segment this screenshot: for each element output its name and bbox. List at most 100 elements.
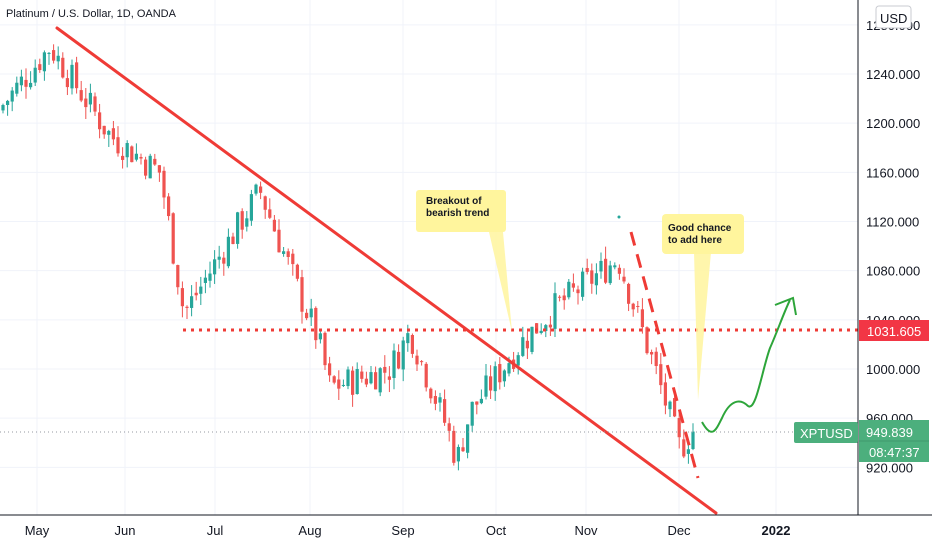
time-tick-label: Aug [298,523,321,538]
bearish-trendline[interactable] [55,26,718,515]
candle-body [286,251,290,258]
candle-body [360,371,364,379]
candle-body [599,260,603,272]
candle-body [199,286,203,294]
candle-body [1,105,5,111]
candle-body [516,355,520,366]
candle-body [277,229,281,253]
candle-body [631,303,635,310]
candle-body [79,90,83,101]
candle-body [567,281,571,298]
callout-breakout[interactable]: Breakout of bearish trend [416,190,512,332]
candle-body [691,431,695,450]
candle-body [130,146,134,163]
candle-body [663,382,667,406]
candle-body [254,184,258,194]
candle-body [236,212,240,244]
candle-body [673,398,677,417]
candle-body [677,418,681,438]
candle-body [116,137,120,154]
currency-button[interactable]: USD [875,5,912,29]
projection-arrow[interactable] [701,299,791,433]
candle-body [38,64,42,71]
candle-body [305,312,309,319]
time-axis[interactable]: May Jun Jul Aug Sep Oct Nov Dec 2022 [25,523,791,538]
candle-body [125,143,129,158]
candle-body [364,378,368,385]
candle-body [378,368,382,393]
candle-body [424,363,428,388]
symbol-label: XPTUSD [800,426,853,441]
price-axis[interactable]: 1280.0001240.0001200.0001160.0001120.000… [866,18,920,476]
candle-body [167,196,171,217]
candle-body [52,50,56,61]
candle-body [295,264,299,279]
candle-body [65,78,69,88]
candle-body [613,265,617,268]
candle-body [590,270,594,284]
candlestick-series [1,44,695,471]
candle-body [548,324,552,328]
candle-body [521,337,525,356]
price-tick-label: 920.000 [866,460,913,475]
callout-add[interactable]: Good chance to add here [662,214,744,400]
candle-body [627,283,631,304]
candle-body [259,186,263,193]
candle-body [180,288,184,307]
price-tick-label: 1200.000 [866,116,920,131]
candle-body [42,52,46,72]
candle-body [682,439,686,457]
candle-body [19,76,23,86]
candle-body [604,258,608,283]
candle-body [461,447,465,452]
candle-body [374,372,378,390]
candle-body [107,130,111,135]
price-tick-label: 1160.000 [866,165,919,180]
candle-body [636,305,640,307]
candle-body [502,370,506,382]
candle-body [29,82,33,88]
candle-body [75,62,79,89]
candle-body [10,90,14,102]
candle-body [328,363,332,376]
candle-body [231,236,235,245]
candle-body [530,326,534,352]
candle-body [6,100,10,105]
candle-body [226,236,230,267]
candle-body [415,355,419,365]
callout-add-line-1: Good chance [668,223,732,234]
candle-body [456,446,460,462]
candle-body [272,219,276,232]
last-price-label: 949.839 [866,425,913,440]
callout-breakout-line-2: bearish trend [426,208,489,219]
candle-body [240,211,244,230]
time-tick-label: May [25,523,50,538]
time-tick-label: 2022 [762,523,791,538]
candle-body [162,170,166,198]
candle-body [479,398,483,404]
callout-breakout-line-1: Breakout of [426,196,482,207]
candle-body [190,296,194,308]
candle-body [622,276,626,282]
candle-body [263,196,267,210]
candle-body [15,82,19,94]
candle-body [562,295,566,301]
candle-body [539,330,543,334]
candle-body [121,155,125,160]
candle-body [470,401,474,426]
candle-body [645,327,649,354]
short-dashed-trendline[interactable] [629,231,700,479]
candle-body [318,333,322,340]
time-tick-label: Nov [574,523,598,538]
candle-body [659,364,663,386]
candle-body [268,209,272,218]
candle-body [33,67,37,83]
candle-body [507,363,511,374]
candle-body [323,332,327,366]
candle-body [558,296,562,298]
candle-body [47,52,51,54]
candle-body [392,350,396,378]
candle-body [553,293,557,329]
candle-body [93,96,97,112]
